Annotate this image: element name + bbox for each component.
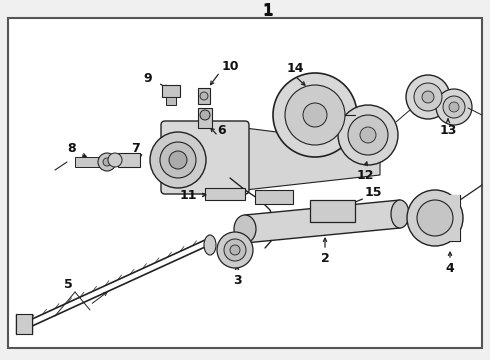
Circle shape <box>160 142 196 178</box>
Text: 4: 4 <box>445 261 454 274</box>
Text: 15: 15 <box>364 185 382 198</box>
Circle shape <box>98 153 116 171</box>
Bar <box>75 157 103 167</box>
Circle shape <box>449 102 459 112</box>
Text: 8: 8 <box>68 141 76 154</box>
Bar <box>435 195 460 241</box>
Text: 7: 7 <box>131 141 139 154</box>
Circle shape <box>217 232 253 268</box>
Text: 3: 3 <box>233 274 241 287</box>
Text: 14: 14 <box>286 62 304 75</box>
Ellipse shape <box>204 235 216 255</box>
Circle shape <box>169 151 187 169</box>
Text: 1: 1 <box>263 3 273 18</box>
Bar <box>118 153 140 167</box>
Circle shape <box>348 115 388 155</box>
Text: 13: 13 <box>440 123 457 136</box>
Circle shape <box>417 200 453 236</box>
Circle shape <box>407 190 463 246</box>
Bar <box>205 188 245 200</box>
Circle shape <box>230 245 240 255</box>
Ellipse shape <box>391 200 409 228</box>
Text: 1: 1 <box>263 4 273 18</box>
Text: 9: 9 <box>144 72 152 85</box>
Circle shape <box>200 92 208 100</box>
Bar <box>166 97 176 105</box>
Circle shape <box>150 132 206 188</box>
Circle shape <box>273 73 357 157</box>
Bar <box>198 108 212 128</box>
Circle shape <box>103 158 111 166</box>
Bar <box>198 88 210 104</box>
Text: 5: 5 <box>64 279 73 292</box>
Circle shape <box>360 127 376 143</box>
Bar <box>255 190 293 204</box>
Circle shape <box>422 91 434 103</box>
Text: 6: 6 <box>218 123 226 136</box>
Ellipse shape <box>234 215 256 243</box>
Text: 2: 2 <box>320 252 329 265</box>
Circle shape <box>303 103 327 127</box>
Circle shape <box>200 110 210 120</box>
Text: 12: 12 <box>356 168 374 181</box>
Text: 10: 10 <box>221 59 239 72</box>
Polygon shape <box>245 200 400 243</box>
Circle shape <box>224 239 246 261</box>
Circle shape <box>338 105 398 165</box>
Bar <box>162 85 180 97</box>
Circle shape <box>406 75 450 119</box>
Text: 11: 11 <box>179 189 197 202</box>
Circle shape <box>285 85 345 145</box>
Circle shape <box>108 153 122 167</box>
Circle shape <box>443 96 465 118</box>
Circle shape <box>414 83 442 111</box>
Polygon shape <box>245 128 380 190</box>
Circle shape <box>436 89 472 125</box>
Bar <box>16 314 32 334</box>
Bar <box>310 200 355 222</box>
FancyBboxPatch shape <box>161 121 249 194</box>
